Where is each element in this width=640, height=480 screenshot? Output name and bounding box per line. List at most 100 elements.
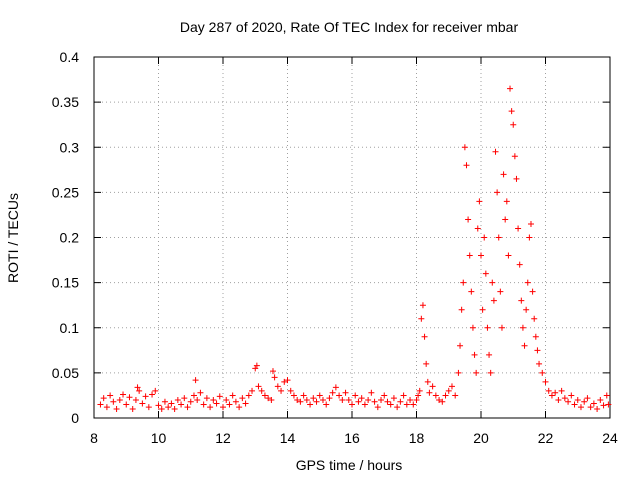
data-point (145, 404, 152, 411)
data-point (426, 389, 433, 396)
data-point (113, 405, 120, 412)
data-point (442, 392, 449, 399)
data-point (474, 225, 481, 232)
data-point (489, 279, 496, 286)
data-point (502, 216, 509, 223)
data-point (486, 351, 493, 358)
data-point (394, 404, 401, 411)
data-point (577, 404, 584, 411)
data-point (232, 398, 239, 405)
y-tick-label: 0.2 (60, 230, 80, 246)
data-point (418, 315, 425, 322)
data-point (507, 85, 514, 92)
data-point (495, 234, 502, 241)
data-point (223, 396, 230, 403)
data-point (261, 392, 268, 399)
data-point (519, 324, 526, 331)
data-point (466, 252, 473, 259)
data-point (461, 144, 468, 151)
data-point (271, 374, 278, 381)
data-point (527, 220, 534, 227)
data-point (149, 391, 156, 398)
data-point (352, 392, 359, 399)
data-point (245, 392, 252, 399)
data-point (531, 315, 538, 322)
data-point (458, 306, 465, 313)
data-point (100, 395, 107, 402)
data-point (290, 392, 297, 399)
data-point (152, 387, 159, 394)
data-point (258, 387, 265, 394)
data-point (600, 402, 607, 409)
data-point (481, 234, 488, 241)
data-point (476, 198, 483, 205)
data-point (413, 396, 420, 403)
data-point (226, 401, 233, 408)
data-point (368, 389, 375, 396)
data-point (242, 400, 249, 407)
data-point (494, 189, 501, 196)
data-point (384, 398, 391, 405)
data-point (552, 389, 559, 396)
data-point (161, 398, 168, 405)
data-point (265, 395, 272, 402)
data-point (168, 400, 175, 407)
data-point (463, 162, 470, 169)
data-point (518, 297, 525, 304)
data-point (523, 306, 530, 313)
data-point (381, 392, 388, 399)
data-point (460, 279, 467, 286)
data-point (407, 396, 414, 403)
grid-lines (94, 57, 610, 418)
data-point (521, 342, 528, 349)
x-axis-label: GPS time / hours (296, 457, 403, 473)
data-point (123, 401, 130, 408)
data-point (457, 342, 464, 349)
data-point (473, 369, 480, 376)
data-point (203, 395, 210, 402)
data-point (479, 306, 486, 313)
data-point (605, 401, 612, 408)
data-point (439, 398, 446, 405)
y-tick-label: 0 (71, 410, 79, 426)
data-point (445, 387, 452, 394)
data-point (508, 108, 515, 115)
data-point (390, 395, 397, 402)
data-point (584, 395, 591, 402)
data-point (303, 396, 310, 403)
data-point (505, 252, 512, 259)
data-point (594, 405, 601, 412)
data-point (107, 392, 114, 399)
data-point (165, 404, 172, 411)
data-point (253, 362, 260, 369)
data-point (342, 389, 349, 396)
data-point (424, 378, 431, 385)
data-point (139, 400, 146, 407)
data-point (269, 368, 276, 375)
data-point (190, 392, 197, 399)
data-point (184, 404, 191, 411)
data-point (526, 234, 533, 241)
data-point (436, 396, 443, 403)
data-point (468, 288, 475, 295)
data-point (432, 392, 439, 399)
data-point (558, 387, 565, 394)
data-point (511, 153, 518, 160)
data-point (452, 392, 459, 399)
y-tick-label: 0.3 (60, 139, 80, 155)
y-axis-label: ROTI / TECUs (5, 193, 21, 283)
x-tick-label: 22 (538, 430, 554, 446)
data-point (597, 396, 604, 403)
data-point (419, 302, 426, 309)
data-point (120, 391, 127, 398)
data-point (403, 401, 410, 408)
data-point (274, 383, 281, 390)
data-point (581, 398, 588, 405)
data-point (284, 377, 291, 384)
data-point (313, 398, 320, 405)
data-point (332, 384, 339, 391)
data-point (181, 395, 188, 402)
data-point (126, 394, 133, 401)
data-point (116, 396, 123, 403)
